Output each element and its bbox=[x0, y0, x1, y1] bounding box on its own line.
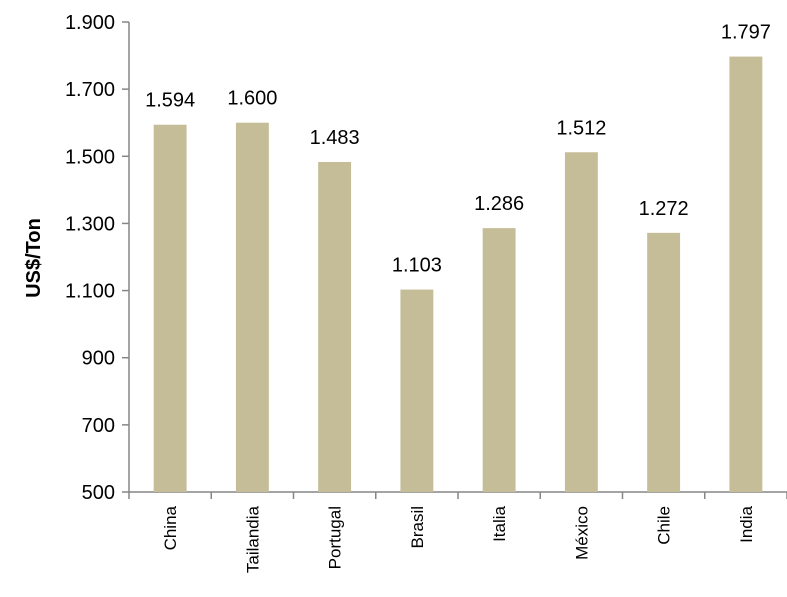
x-tick-label: Brasil bbox=[408, 506, 427, 549]
y-axis-title: US$/Ton bbox=[23, 218, 45, 298]
bar-brasil bbox=[400, 289, 434, 492]
y-tick-label: 1.700 bbox=[65, 79, 115, 101]
data-label: 1.483 bbox=[310, 127, 360, 149]
data-label: 1.286 bbox=[474, 193, 524, 215]
y-tick-label: 1.900 bbox=[65, 12, 115, 34]
bar-china bbox=[153, 124, 187, 492]
bar-italia bbox=[482, 228, 516, 492]
data-label: 1.594 bbox=[145, 90, 195, 112]
bar-portugal bbox=[318, 161, 352, 492]
data-labels: 1.594 1.600 1.483 1.103 1.286 1.512 1.272 1.797 bbox=[145, 22, 771, 277]
x-tick-label: Tailandia bbox=[243, 505, 262, 573]
y-tick-label: 700 bbox=[82, 415, 115, 437]
bar-chile bbox=[647, 232, 681, 493]
x-tick-label: Italia bbox=[490, 505, 509, 541]
data-label: 1.272 bbox=[639, 198, 689, 220]
x-tick-label: China bbox=[161, 505, 180, 550]
y-tick-label: 1.300 bbox=[65, 213, 115, 235]
x-tick-label: India bbox=[737, 505, 756, 542]
y-tick-label: 500 bbox=[82, 482, 115, 504]
bar-tailandia bbox=[235, 122, 269, 492]
x-tick-label: México bbox=[572, 506, 591, 560]
x-tick-label: Portugal bbox=[326, 506, 345, 569]
x-axis: China Tailandia Portugal Brasil Italia México… bbox=[128, 491, 787, 573]
bars bbox=[153, 56, 763, 493]
y-tick-label: 1.500 bbox=[65, 146, 115, 168]
data-label: 1.103 bbox=[392, 255, 442, 277]
bar-méxico bbox=[564, 152, 598, 492]
y-axis: 500 700 900 1.100 1.300 1.500 1.700 1.900 bbox=[65, 12, 130, 504]
data-label: 1.797 bbox=[721, 22, 771, 44]
data-label: 1.600 bbox=[227, 88, 277, 110]
y-tick-label: 1.100 bbox=[65, 281, 115, 303]
y-tick-label: 900 bbox=[82, 348, 115, 370]
data-label: 1.512 bbox=[556, 117, 606, 139]
bar-india bbox=[729, 56, 763, 492]
x-tick-label: Chile bbox=[655, 506, 674, 545]
